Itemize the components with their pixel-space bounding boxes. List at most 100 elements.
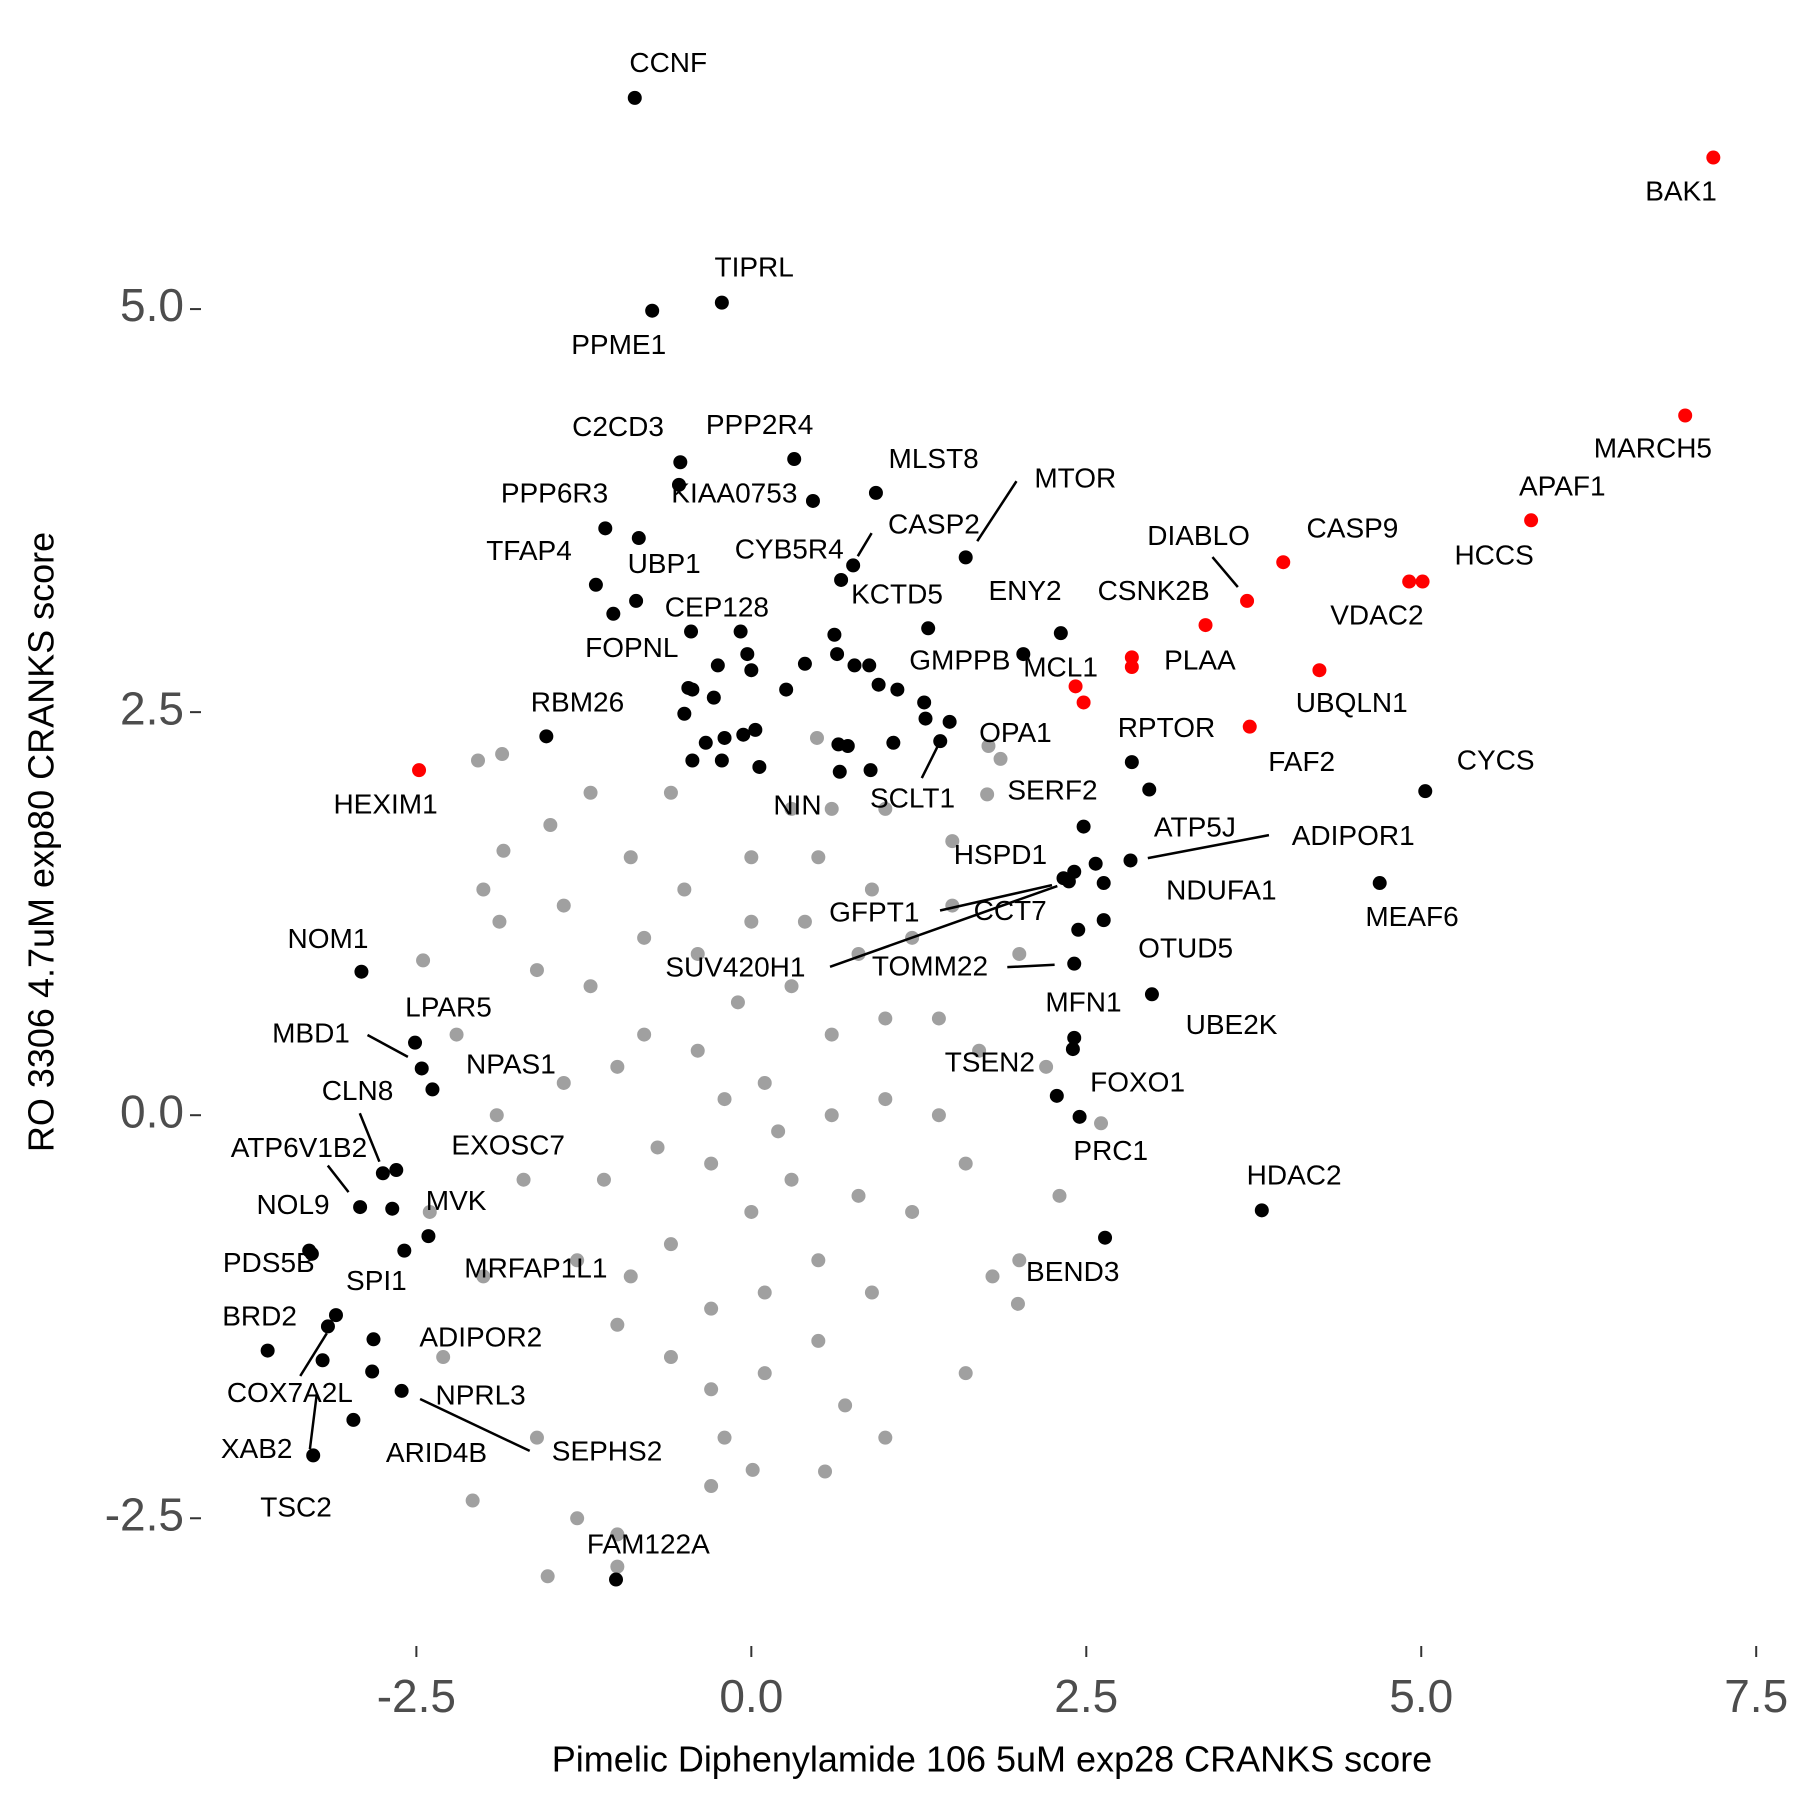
point — [931, 1108, 946, 1123]
point — [878, 801, 893, 816]
point — [583, 785, 598, 800]
y-tick-label: 5.0 — [120, 279, 184, 331]
point — [958, 1366, 973, 1381]
point — [1016, 647, 1031, 662]
point-label: CEP128 — [665, 591, 769, 622]
point — [627, 90, 642, 105]
point — [704, 1301, 719, 1316]
point — [733, 624, 748, 639]
point — [811, 1253, 826, 1268]
point — [1094, 1116, 1109, 1131]
point — [412, 763, 427, 778]
point — [645, 303, 660, 318]
point-label: GFPT1 — [829, 896, 919, 927]
point — [771, 1124, 786, 1139]
point — [476, 1269, 491, 1284]
point — [663, 1350, 678, 1365]
point — [320, 1319, 335, 1334]
point-label: TIPRL — [714, 252, 793, 283]
point — [730, 995, 745, 1010]
point — [1124, 660, 1139, 674]
point — [824, 1108, 839, 1123]
point-label: NIN — [773, 790, 821, 821]
point — [787, 452, 802, 467]
leader-line — [829, 884, 1058, 968]
point-label: MTOR — [1034, 462, 1116, 493]
point-label: CLN8 — [322, 1075, 394, 1106]
point — [570, 1511, 585, 1526]
x-tick-label: 7.5 — [1724, 1670, 1788, 1722]
point — [260, 1343, 275, 1358]
point — [779, 682, 794, 697]
point-label: ADIPOR2 — [419, 1322, 542, 1353]
point — [1706, 150, 1721, 165]
x-tick-label: 5.0 — [1389, 1670, 1453, 1722]
point — [757, 1075, 772, 1090]
point-label: TFAP4 — [486, 535, 572, 566]
point-label: NPRL3 — [435, 1379, 525, 1410]
point — [784, 801, 799, 816]
point-label: NPAS1 — [466, 1049, 556, 1080]
point — [757, 1285, 772, 1300]
point-label: ATP5J — [1154, 811, 1236, 842]
point-label: SERF2 — [1007, 774, 1097, 805]
point — [1144, 987, 1159, 1002]
point — [717, 1092, 732, 1107]
point — [529, 963, 544, 978]
point-label: CASP9 — [1307, 512, 1399, 543]
point — [596, 1172, 611, 1187]
point-label: ARID4B — [386, 1437, 487, 1468]
point — [834, 572, 849, 587]
y-axis-title: RO 3306 4.7uM exp80 CRANKS score — [21, 532, 62, 1152]
point-label: BAK1 — [1645, 176, 1717, 207]
point — [1124, 755, 1139, 770]
point — [346, 1412, 361, 1427]
point — [838, 1398, 853, 1413]
point-label: KIAA0753 — [671, 478, 797, 509]
point — [864, 1285, 879, 1300]
point-label: MFN1 — [1045, 987, 1121, 1018]
leader-line — [366, 1033, 409, 1059]
point — [1124, 650, 1139, 665]
point — [394, 1383, 409, 1398]
point-label: MBD1 — [272, 1017, 350, 1048]
point — [698, 735, 713, 750]
point-label: KCTD5 — [851, 578, 943, 609]
point — [1049, 1088, 1064, 1103]
point — [1072, 1109, 1087, 1124]
point — [606, 606, 621, 621]
point-label: RBM26 — [531, 686, 624, 717]
point-label: XAB2 — [221, 1433, 293, 1464]
point — [556, 898, 571, 913]
point — [704, 1479, 719, 1494]
point-label: UBE2K — [1186, 1009, 1278, 1040]
point — [744, 1204, 759, 1219]
point — [397, 1243, 412, 1258]
point — [421, 1229, 436, 1244]
point-label: NOL9 — [256, 1189, 329, 1220]
point — [748, 722, 763, 737]
point-label: C2CD3 — [572, 411, 664, 442]
point — [496, 843, 511, 858]
leader-line — [326, 1164, 350, 1193]
point — [1012, 946, 1027, 961]
point — [416, 953, 431, 968]
point — [1076, 819, 1091, 834]
point — [588, 577, 603, 592]
point-label: ADIPOR1 — [1292, 820, 1415, 851]
point — [1402, 574, 1417, 589]
point-label: VDAC2 — [1330, 600, 1423, 631]
point — [436, 1350, 451, 1365]
point — [598, 521, 613, 536]
point-label: MRFAP1L1 — [464, 1253, 607, 1284]
point — [677, 706, 692, 721]
leader-line — [856, 532, 873, 557]
point — [942, 714, 957, 729]
point — [1039, 1059, 1054, 1074]
point-label: TOMM22 — [872, 951, 988, 982]
point — [414, 1061, 429, 1076]
point — [1098, 1230, 1113, 1245]
point — [744, 850, 759, 865]
point — [304, 1246, 319, 1261]
